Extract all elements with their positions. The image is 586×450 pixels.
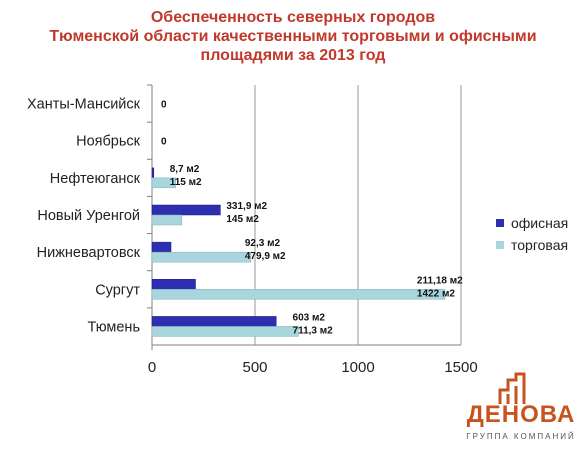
bar-office-6 <box>151 316 277 327</box>
x-tick-label-500: 500 <box>242 359 267 376</box>
category-label: Ноябрьск <box>76 134 141 150</box>
logo-building-icon <box>498 372 526 404</box>
category-label: Нижневартовск <box>37 245 141 261</box>
logo-wordmark: ДЕНОВА <box>466 401 576 428</box>
data-label-office-3: 331,9 м2 <box>226 201 267 212</box>
bar-office-3 <box>151 204 221 216</box>
legend-label-retail: торговая <box>511 237 569 253</box>
x-tick-label-0: 0 <box>148 359 156 376</box>
data-label-office-5: 211,18 м2 <box>417 275 463 286</box>
category-label: Нефтеюганск <box>50 171 141 187</box>
data-label-retail-2: 115 м2 <box>170 177 202 188</box>
category-label: Ханты-Мансийск <box>27 97 141 113</box>
category-label: Сургут <box>95 282 140 298</box>
legend-item-retail: торговая <box>496 234 568 256</box>
x-tick-label-1000: 1000 <box>341 359 374 376</box>
data-label-retail-4: 479,9 м2 <box>245 251 286 262</box>
legend-label-office: офисная <box>511 215 569 231</box>
legend-item-office: офисная <box>496 212 568 234</box>
bar-retail-2 <box>151 177 176 189</box>
category-label: Тюмень <box>87 319 140 335</box>
bar-office-2 <box>151 167 155 179</box>
logo-subtitle: ГРУППА КОМПАНИЙ <box>466 432 576 441</box>
legend-swatch-office <box>496 219 504 227</box>
chart-title-line-1: Обеспеченность северных городов <box>150 9 436 26</box>
bar-retail-3 <box>151 214 183 226</box>
data-label-retail-5: 1422 м2 <box>417 288 455 299</box>
chart-title-line-2: Тюменской области качественными торговым… <box>49 28 537 45</box>
legend-swatch-retail <box>496 241 504 249</box>
bar-office-4 <box>151 241 172 253</box>
x-tick-label-1500: 1500 <box>444 359 477 376</box>
data-label-retail-3: 145 м2 <box>226 214 259 225</box>
category-label: Новый Уренгой <box>37 208 140 224</box>
bar-retail-6 <box>151 326 299 337</box>
company-logo: ДЕНОВА ГРУППА КОМПАНИЙ <box>462 372 580 448</box>
data-label-office-6: 603 м2 <box>293 312 326 323</box>
legend: офисная торговая <box>496 212 568 256</box>
data-label-office-4: 92,3 м2 <box>245 238 281 249</box>
bar-office-5 <box>151 279 196 290</box>
data-label-office-2: 8,7 м2 <box>170 164 200 175</box>
chart-title-line-3: площадями за 2013 год <box>200 47 386 64</box>
data-label-office-1: 0 <box>161 137 167 148</box>
bar-retail-4 <box>151 251 252 263</box>
bar-retail-5 <box>151 289 446 300</box>
data-label-retail-6: 711,3 м2 <box>293 325 334 336</box>
data-label-office-0: 0 <box>161 100 167 111</box>
chart-title: Обеспеченность северных городов Тюменско… <box>0 8 586 65</box>
